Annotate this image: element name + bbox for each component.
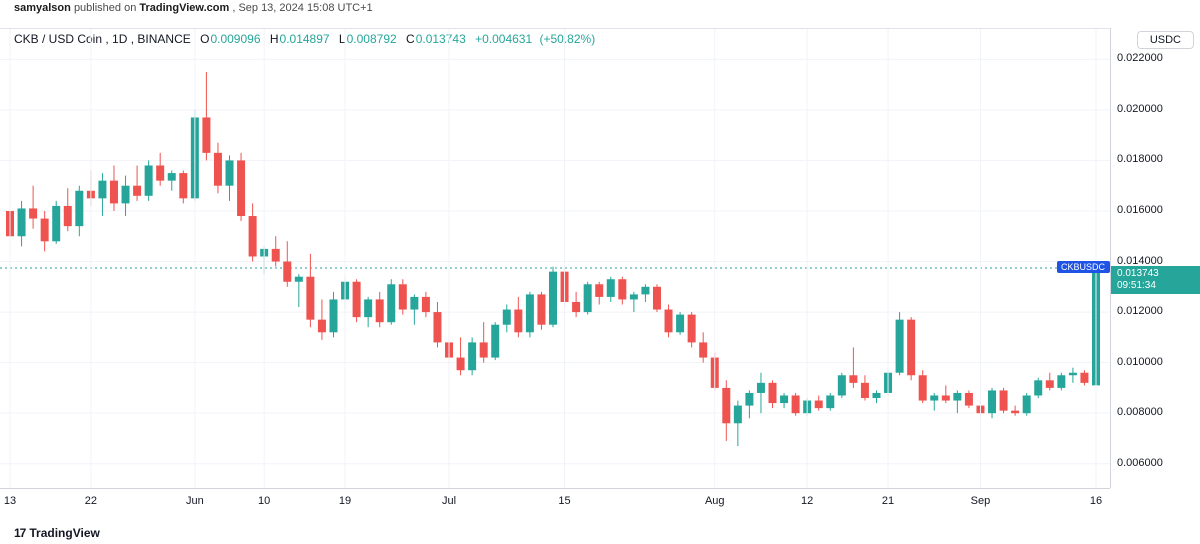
x-axis-tick: 12 [801, 495, 813, 507]
y-axis-tick: 0.020000 [1117, 103, 1163, 115]
y-axis-tick: 0.022000 [1117, 52, 1163, 64]
time-axis[interactable]: 13 22 Jun 10 19 Jul 15 Aug 12 21 Sep 16 [0, 488, 1110, 517]
publish-site: TradingView.com [139, 2, 229, 14]
x-axis-tick: Jun [186, 495, 204, 507]
last-price-value: 0.013743 [1117, 268, 1200, 280]
y-axis-tick: 0.014000 [1117, 255, 1163, 267]
y-axis-tick: 0.012000 [1117, 305, 1163, 317]
publish-user: samyalson [14, 2, 71, 14]
x-axis-tick: 10 [258, 495, 270, 507]
y-axis-tick: 0.016000 [1117, 204, 1163, 216]
quote-currency-button[interactable]: USDC [1137, 31, 1194, 49]
x-axis-tick: Sep [971, 495, 991, 507]
y-axis-tick: 0.008000 [1117, 406, 1163, 418]
y-axis-tick: 0.006000 [1117, 457, 1163, 469]
candlestick-chart[interactable] [0, 29, 1110, 489]
x-axis-tick: 22 [85, 495, 97, 507]
price-axis[interactable]: USDC CKBUSDC 0.013743 09:51:34 0.0060000… [1110, 28, 1200, 488]
x-axis-tick: 15 [558, 495, 570, 507]
x-axis-tick: Jul [442, 495, 456, 507]
bar-countdown: 09:51:34 [1117, 280, 1200, 292]
publish-timestamp: Sep 13, 2024 15:08 UTC+1 [238, 2, 372, 14]
tradingview-logo-icon: 17 [14, 526, 25, 540]
y-axis-tick: 0.018000 [1117, 153, 1163, 165]
x-axis-tick: 21 [882, 495, 894, 507]
x-axis-tick: 13 [4, 495, 16, 507]
x-axis-tick: Aug [705, 495, 725, 507]
last-price-flag: 0.013743 09:51:34 [1111, 266, 1200, 294]
symbol-price-tag: CKBUSDC [1057, 261, 1110, 273]
x-axis-tick: 16 [1090, 495, 1102, 507]
tradingview-logo[interactable]: 17TradingView [14, 526, 100, 540]
x-axis-tick: 19 [339, 495, 351, 507]
y-axis-tick: 0.010000 [1117, 356, 1163, 368]
chart-pane[interactable] [0, 28, 1110, 489]
publish-caption: samyalson published on TradingView.com ,… [14, 2, 373, 14]
